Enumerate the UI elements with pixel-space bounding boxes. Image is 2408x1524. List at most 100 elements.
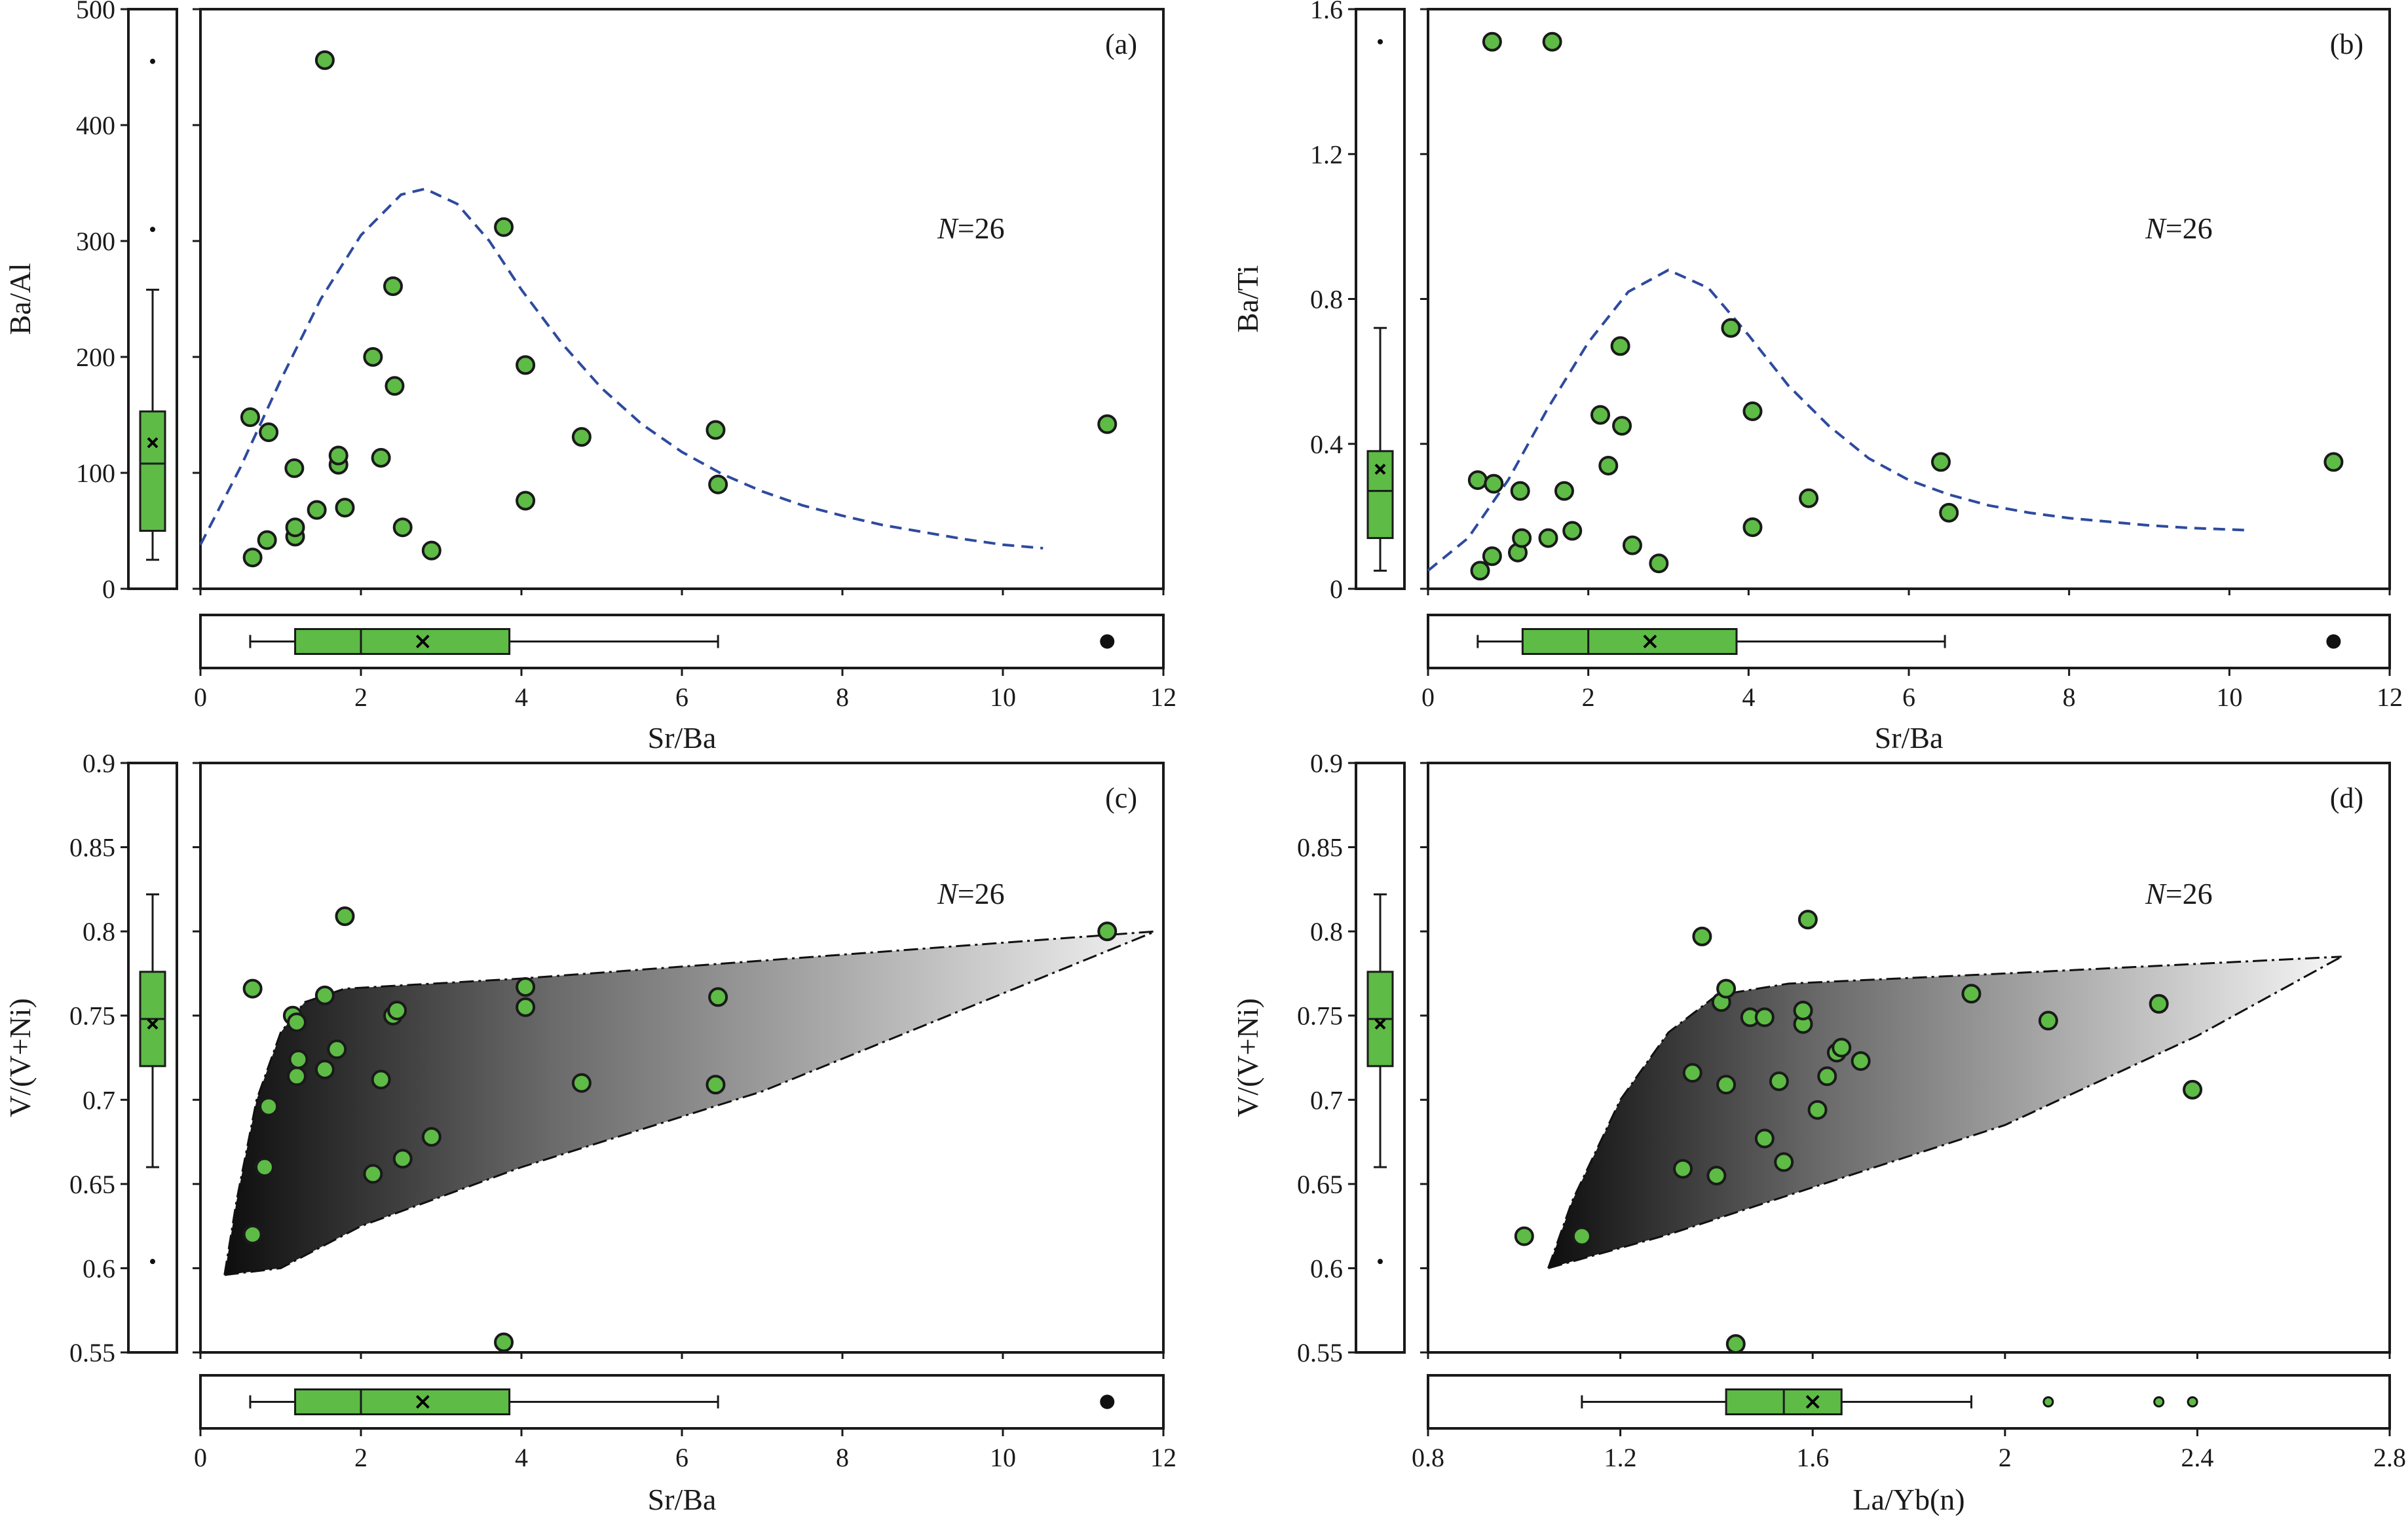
data-point [1467, 470, 1488, 491]
x-boxplot-mean [415, 1395, 430, 1409]
data-point [1832, 1037, 1852, 1058]
panel-b: 0 0.4 0.8 1.2 1.6 0 2 4 6 8 10 12 Sr/Ba Ba/Ti (b) N=26 [1231, 0, 2403, 754]
x-tick-label: 10 [2216, 682, 2242, 712]
data-point [1721, 318, 1741, 338]
data-point [1706, 1166, 1727, 1185]
data-point [284, 458, 305, 478]
x-tick-label: 6 [1902, 682, 1915, 712]
x-tick-label: 10 [990, 682, 1016, 712]
sample-count-label: N=26 [937, 212, 1005, 245]
data-point [2183, 1079, 2203, 1100]
data-point [421, 1126, 442, 1147]
panel-label: (c) [1105, 782, 1137, 814]
data-point [1484, 474, 1504, 494]
data-point [516, 355, 536, 375]
shaded-field [1548, 956, 2342, 1269]
x-tick-label: 1.2 [1604, 1443, 1637, 1472]
data-point [363, 347, 383, 367]
y-boxplot-mean [147, 437, 159, 449]
y-boxplot-outlier [1378, 39, 1383, 45]
data-point [1754, 1007, 1775, 1028]
y-tick-label: 0.8 [1310, 285, 1343, 314]
x-tick-label: 2.4 [2181, 1443, 2213, 1472]
data-point [1769, 1071, 1789, 1091]
y-boxplot-mean [1374, 1018, 1386, 1030]
y-boxplot-frame [127, 762, 178, 1354]
y-boxplot-outlier [1378, 1259, 1383, 1265]
data-point [1538, 528, 1558, 548]
x-boxplot-outlier [2326, 634, 2341, 649]
data-point [516, 491, 536, 511]
x-tick-label: 1.6 [1796, 1443, 1829, 1472]
x-tick-label: 12 [1150, 1443, 1176, 1472]
data-point [314, 50, 335, 70]
x-tick-label: 6 [675, 1443, 688, 1472]
data-point [259, 422, 279, 443]
y-tick-label: 0.7 [1310, 1085, 1343, 1115]
data-point [571, 427, 592, 447]
y-tick-label: 0.6 [1310, 1254, 1343, 1283]
data-point [708, 474, 728, 494]
x-boxplot-frame [199, 614, 1165, 669]
data-point [371, 1069, 391, 1090]
y-tick-label: 0.9 [83, 749, 115, 778]
sample-count-prefix: N [937, 877, 959, 910]
y-tick-label: 500 [76, 0, 115, 24]
x-boxplot-outlier [1100, 1394, 1115, 1409]
data-point [1742, 401, 1763, 421]
y-boxplot-outlier [150, 58, 155, 64]
data-point [705, 1075, 726, 1095]
y-tick-label: 1.6 [1310, 0, 1343, 24]
sample-count-label: N=26 [2145, 212, 2213, 245]
data-point [1622, 535, 1642, 555]
x-boxplot-mean [1643, 635, 1657, 648]
x-tick-label: 0 [194, 682, 207, 712]
x-tick-label: 2 [354, 1443, 367, 1472]
data-point [242, 978, 263, 999]
y-tick-label: 0.7 [83, 1085, 115, 1115]
y-tick-label: 0.75 [69, 1001, 115, 1031]
data-point [1799, 488, 1819, 508]
data-point [1514, 1226, 1534, 1246]
trend-curve [199, 187, 1044, 550]
data-point [1512, 528, 1532, 548]
x-boxplot-outlier [1100, 634, 1115, 649]
data-point [1482, 31, 1502, 52]
data-point [494, 217, 514, 237]
data-point [421, 540, 442, 561]
y-boxplot-outlier [150, 1259, 155, 1265]
x-boxplot-frame [1427, 1374, 2391, 1430]
data-point [335, 906, 355, 926]
data-point [335, 498, 355, 518]
data-point [1542, 31, 1562, 52]
data-point [242, 548, 263, 568]
data-point [392, 1149, 413, 1169]
data-point [2149, 994, 2169, 1014]
x-tick-label: 0 [194, 1443, 207, 1472]
data-point [1742, 517, 1763, 537]
panel-label: (d) [2330, 782, 2363, 814]
data-point [1961, 984, 1982, 1004]
data-point [2038, 1011, 2058, 1031]
x-boxplot-outlier [2042, 1396, 2054, 1407]
plot-frame [1427, 8, 2391, 590]
y-tick-label: 0.55 [1297, 1338, 1343, 1367]
y-tick-label: 0.6 [83, 1254, 115, 1283]
sample-count-value: =26 [958, 212, 1005, 245]
data-point [1797, 910, 1818, 930]
data-point [1716, 1075, 1737, 1095]
y-axis-label: V/(V+Ni) [1231, 998, 1264, 1117]
data-point [327, 1039, 347, 1060]
sample-count-label: N=26 [937, 877, 1005, 910]
x-boxplot-mean [415, 635, 430, 648]
y-tick-label: 0.75 [1297, 1001, 1343, 1031]
x-axis-label: La/Yb(n) [1853, 1483, 1965, 1516]
sample-count-prefix: N [2145, 877, 2167, 910]
data-point [1649, 553, 1669, 574]
x-tick-label: 8 [2063, 682, 2076, 712]
data-point [1939, 502, 1959, 523]
x-tick-label: 0 [1421, 682, 1435, 712]
data-point [307, 500, 327, 520]
x-axis-label: Sr/Ba [1875, 721, 1944, 754]
y-tick-label: 0.4 [1310, 430, 1343, 459]
